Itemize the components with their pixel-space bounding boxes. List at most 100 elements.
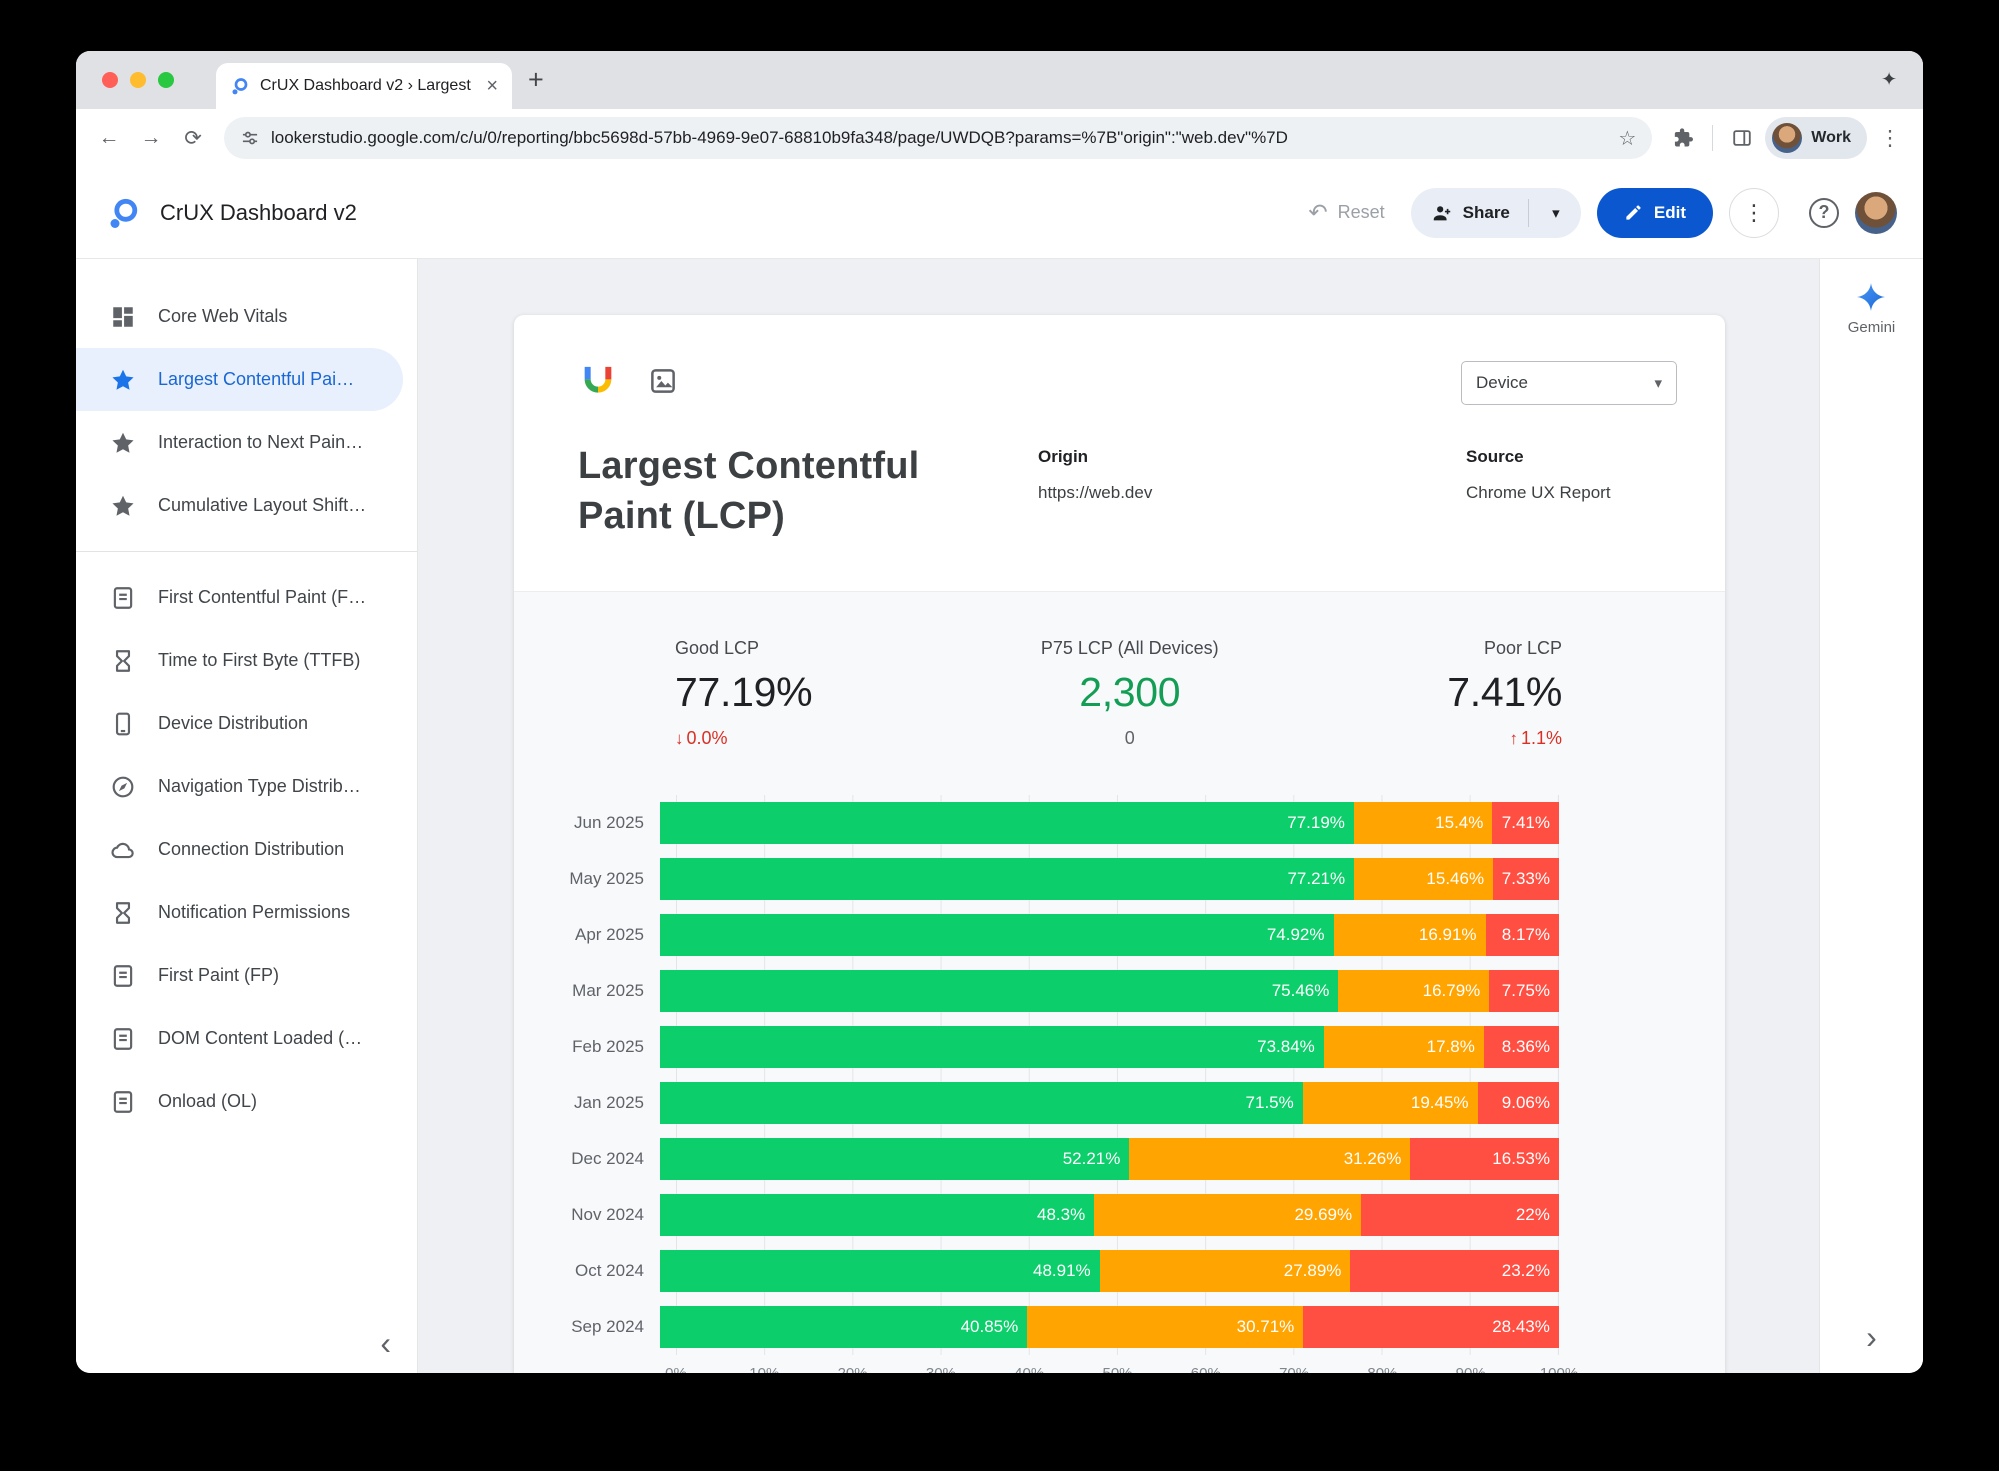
star-icon <box>110 430 136 456</box>
close-tab-icon[interactable]: × <box>486 74 498 97</box>
x-axis-tick: 50% <box>1102 1365 1132 1373</box>
bar-segment-good[interactable]: 73.84% <box>660 1026 1324 1069</box>
sidebar-item-onload[interactable]: Onload (OL) <box>76 1070 403 1133</box>
side-panel-icon[interactable] <box>1723 119 1761 157</box>
bar-segment-good[interactable]: 77.21% <box>660 858 1355 901</box>
origin-block: Origin https://web.dev <box>1038 441 1466 541</box>
sidebar-item-connection-distribution[interactable]: Connection Distribution <box>76 818 403 881</box>
bar-segment-good[interactable]: 74.92% <box>660 914 1334 957</box>
site-settings-icon[interactable] <box>240 128 260 148</box>
gemini-button[interactable]: Gemini <box>1848 281 1895 336</box>
collapse-sidebar-icon[interactable]: ‹ <box>380 1325 391 1361</box>
help-icon[interactable]: ? <box>1809 197 1839 228</box>
bookmark-star-icon[interactable]: ☆ <box>1618 127 1637 150</box>
bar-segment-needs-improvement[interactable]: 29.69% <box>1094 1194 1362 1237</box>
bar-segment-good[interactable]: 75.46% <box>660 970 1339 1013</box>
bar-segment-needs-improvement[interactable]: 16.79% <box>1338 970 1490 1013</box>
new-tab-button[interactable]: + <box>528 64 544 95</box>
scorecard-good-lcp[interactable]: Good LCP 77.19% ↓ 0.0% <box>675 638 813 749</box>
share-split-divider <box>1527 198 1529 227</box>
browser-menu-icon[interactable]: ⋮ <box>1879 126 1901 150</box>
sidebar-item-interaction-to-next-paint[interactable]: Interaction to Next Pain… <box>76 411 403 474</box>
origin-value: https://web.dev <box>1038 483 1153 502</box>
bar-segment-needs-improvement[interactable]: 16.91% <box>1333 914 1486 957</box>
bar-segment-good[interactable]: 71.5% <box>660 1082 1303 1125</box>
sidebar-item-largest-contentful-paint[interactable]: Largest Contentful Pai… <box>76 348 403 411</box>
bar-segment-good[interactable]: 48.3% <box>660 1194 1095 1237</box>
tab-organize-sparkle-icon[interactable]: ✦ <box>1881 69 1897 91</box>
looker-studio-favicon <box>230 76 250 96</box>
scorecard-p75-lcp[interactable]: P75 LCP (All Devices) 2,300 0 <box>812 638 1447 749</box>
chart-row: Mar 2025 75.46% 16.79% 7.75% <box>526 963 1559 1019</box>
bar-value-label: 48.91% <box>1033 1261 1091 1281</box>
sidebar-divider <box>76 551 417 552</box>
scorecard-label: Poor LCP <box>1483 638 1562 659</box>
image-icon <box>648 366 678 396</box>
stacked-bar: 52.21% 31.26% 16.53% <box>660 1138 1559 1181</box>
x-axis-tick: 30% <box>926 1365 956 1373</box>
sidebar-item-device-distribution[interactable]: Device Distribution <box>76 692 403 755</box>
forward-button[interactable]: → <box>140 126 162 149</box>
account-avatar[interactable] <box>1855 191 1897 234</box>
bar-segment-needs-improvement[interactable]: 30.71% <box>1027 1306 1304 1349</box>
card-body: Good LCP 77.19% ↓ 0.0% P75 LCP (All Devi… <box>514 591 1725 1373</box>
extensions-icon[interactable] <box>1664 119 1702 157</box>
bar-segment-poor[interactable]: 8.36% <box>1483 1026 1559 1069</box>
sidebar-item-first-paint[interactable]: First Paint (FP) <box>76 944 403 1007</box>
sidebar-item-first-contentful-paint[interactable]: First Contentful Paint (F… <box>76 566 403 629</box>
more-options-button[interactable]: ⋮ <box>1729 187 1779 238</box>
address-bar[interactable]: lookerstudio.google.com/c/u/0/reporting/… <box>224 117 1653 159</box>
share-button[interactable]: Share ▾ <box>1410 187 1581 238</box>
stacked-bar: 48.91% 27.89% 23.2% <box>660 1250 1559 1293</box>
bar-segment-poor[interactable]: 28.43% <box>1303 1306 1559 1349</box>
bar-segment-good[interactable]: 40.85% <box>660 1306 1028 1349</box>
bar-segment-poor[interactable]: 23.2% <box>1350 1250 1559 1293</box>
close-window-button[interactable] <box>102 72 118 88</box>
sidebar-item-core-web-vitals[interactable]: Core Web Vitals <box>76 285 403 348</box>
back-button[interactable]: ← <box>98 126 120 149</box>
browser-tab[interactable]: CrUX Dashboard v2 › Largest × <box>216 63 512 109</box>
x-axis-tick: 70% <box>1279 1365 1309 1373</box>
bar-segment-good[interactable]: 48.91% <box>660 1250 1100 1293</box>
minimize-window-button[interactable] <box>130 72 146 88</box>
scorecard-poor-lcp[interactable]: Poor LCP 7.41% ↑ 1.1% <box>1447 638 1562 749</box>
profile-chip[interactable]: Work <box>1765 117 1867 159</box>
bar-segment-needs-improvement[interactable]: 19.45% <box>1302 1082 1478 1125</box>
bar-segment-poor[interactable]: 7.33% <box>1493 858 1559 901</box>
sidebar-item-cumulative-layout-shift[interactable]: Cumulative Layout Shift… <box>76 474 403 537</box>
bar-segment-poor[interactable]: 7.75% <box>1489 970 1559 1013</box>
reset-button[interactable]: ↶ Reset <box>1298 201 1394 224</box>
scorecard-value: 2,300 <box>1079 669 1181 716</box>
bar-segment-needs-improvement[interactable]: 31.26% <box>1129 1138 1411 1181</box>
device-filter-dropdown[interactable]: Device ▾ <box>1461 361 1677 405</box>
bar-segment-needs-improvement[interactable]: 27.89% <box>1099 1250 1351 1293</box>
sidebar-item-label: First Contentful Paint (F… <box>158 587 367 607</box>
zoom-window-button[interactable] <box>158 72 174 88</box>
bar-segment-good[interactable]: 52.21% <box>660 1138 1130 1181</box>
bar-segment-poor[interactable]: 9.06% <box>1477 1082 1559 1125</box>
chart-row: May 2025 77.21% 15.46% 7.33% <box>526 851 1559 907</box>
bar-segment-poor[interactable]: 22% <box>1361 1194 1559 1237</box>
scorecard-delta: 0 <box>812 728 1447 749</box>
bar-segment-poor[interactable]: 8.17% <box>1485 914 1559 957</box>
share-dropdown-caret-icon[interactable]: ▾ <box>1552 204 1560 222</box>
doc-icon <box>110 963 136 989</box>
sidebar-item-notification-permissions[interactable]: Notification Permissions <box>76 881 403 944</box>
x-axis-tick: 40% <box>1014 1365 1044 1373</box>
chart-row: Nov 2024 48.3% 29.69% 22% <box>526 1187 1559 1243</box>
sidebar-item-dom-content-loaded[interactable]: DOM Content Loaded (… <box>76 1007 403 1070</box>
bar-segment-poor[interactable]: 16.53% <box>1410 1138 1559 1181</box>
x-axis-tick: 0% <box>665 1365 687 1373</box>
reload-button[interactable]: ⟳ <box>184 126 202 150</box>
sidebar-item-navigation-type-distribution[interactable]: Navigation Type Distrib… <box>76 755 403 818</box>
bar-segment-needs-improvement[interactable]: 15.46% <box>1354 858 1494 901</box>
sidebar-item-time-to-first-byte[interactable]: Time to First Byte (TTFB) <box>76 629 403 692</box>
bar-segment-needs-improvement[interactable]: 15.4% <box>1353 802 1493 845</box>
bar-segment-poor[interactable]: 7.41% <box>1492 802 1559 845</box>
edit-button[interactable]: Edit <box>1596 187 1713 238</box>
bar-segment-needs-improvement[interactable]: 17.8% <box>1323 1026 1484 1069</box>
bar-value-label: 77.19% <box>1287 813 1345 833</box>
next-page-icon[interactable]: › <box>1866 1319 1877 1355</box>
doc-icon <box>110 1089 136 1115</box>
bar-segment-good[interactable]: 77.19% <box>660 802 1354 845</box>
